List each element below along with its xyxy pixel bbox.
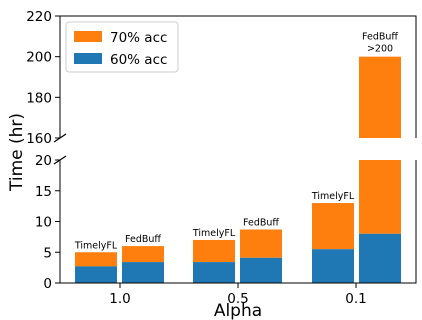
bar-70-acc bbox=[193, 239, 235, 263]
bar-label-suffix: >200 bbox=[367, 44, 393, 55]
bar-70-acc bbox=[240, 229, 282, 258]
y-tick-label: 180 bbox=[26, 90, 52, 106]
bar-label: TimelyFL bbox=[192, 228, 236, 239]
axis-break-mark bbox=[53, 155, 67, 165]
bar-label: TimelyFL bbox=[311, 191, 355, 202]
bar-70-acc bbox=[75, 252, 117, 267]
bar-70-acc bbox=[359, 160, 401, 234]
y-tick-label: 15 bbox=[35, 184, 52, 200]
bottom-panel-frame bbox=[59, 160, 417, 284]
bar-label: FedBuff bbox=[125, 234, 161, 245]
axis-labels: Alpha Time (hr) bbox=[7, 113, 262, 320]
bar-60-acc bbox=[312, 249, 354, 283]
x-tick-label: 1.0 bbox=[109, 291, 130, 307]
y-axis-title: Time (hr) bbox=[7, 113, 27, 192]
bar-label: FedBuff bbox=[362, 32, 398, 43]
legend-swatch bbox=[74, 31, 102, 42]
y-tick-label: 5 bbox=[43, 245, 52, 261]
x-axis-title: Alpha bbox=[214, 301, 262, 320]
bar-70-acc-upper bbox=[359, 56, 401, 138]
legend: 70% acc 60% acc bbox=[65, 21, 179, 73]
bar-60-acc bbox=[359, 233, 401, 283]
x-tick-label: 0.1 bbox=[345, 291, 366, 307]
axis-frame bbox=[53, 15, 417, 284]
y-tick-label: 20 bbox=[35, 153, 52, 169]
bars-group: TimelyFL FedBuff TimelyFL FedBuff TimelyFL Fe… bbox=[74, 32, 401, 283]
bottom-axis-panel: 0 5 10 15 20 1.0 0.5 0.1 bbox=[35, 153, 367, 307]
legend-entry-label: 70% acc bbox=[110, 30, 167, 46]
y-tick-label: 10 bbox=[35, 215, 52, 231]
top-axis-panel: 160 180 200 220 bbox=[26, 9, 60, 147]
y-tick-label: 0 bbox=[43, 276, 52, 292]
bar-60-acc bbox=[75, 266, 117, 283]
bar-60-acc bbox=[122, 262, 164, 283]
top-panel-frame bbox=[59, 15, 417, 138]
axis-break-mark bbox=[53, 133, 67, 143]
y-tick-label: 160 bbox=[26, 131, 52, 147]
y-tick-label: 220 bbox=[26, 9, 52, 25]
y-tick-label: 200 bbox=[26, 50, 52, 66]
bar-70-acc bbox=[312, 203, 354, 250]
legend-swatch bbox=[74, 53, 102, 64]
bar-label: TimelyFL bbox=[74, 240, 118, 251]
bar-70-acc bbox=[122, 246, 164, 263]
bar-label: FedBuff bbox=[243, 217, 279, 228]
legend-entry-label: 60% acc bbox=[110, 52, 167, 68]
bar-60-acc bbox=[193, 262, 235, 283]
x-tick-label: 0.5 bbox=[227, 291, 248, 307]
bar-60-acc bbox=[240, 257, 282, 283]
